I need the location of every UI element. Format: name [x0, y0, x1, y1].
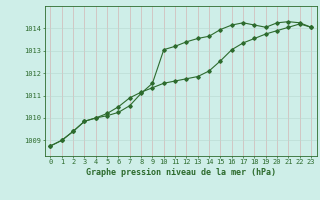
- X-axis label: Graphe pression niveau de la mer (hPa): Graphe pression niveau de la mer (hPa): [86, 168, 276, 177]
